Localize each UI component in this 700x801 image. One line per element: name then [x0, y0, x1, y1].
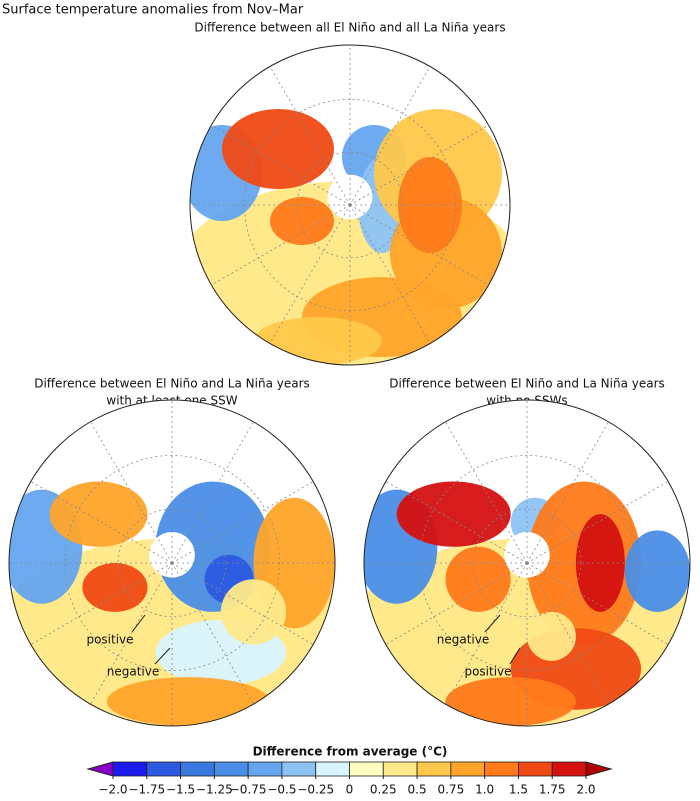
colorbar-segment — [484, 761, 519, 777]
colorbar-tick-label: 1.5 — [509, 783, 528, 797]
annotation-pointer — [509, 647, 521, 665]
anomaly-region — [106, 677, 270, 726]
anomaly-region — [445, 677, 576, 726]
latitude-line — [64, 455, 280, 671]
meridian — [385, 481, 528, 564]
annotation: negative — [107, 665, 159, 679]
colorbar-tick-label: −1.75 — [128, 783, 165, 797]
map — [190, 45, 510, 365]
meridian — [211, 124, 351, 206]
colorbar-tick-label: 1.0 — [475, 783, 494, 797]
anomaly-region — [220, 579, 287, 645]
meridian — [171, 481, 314, 564]
meridian — [445, 421, 528, 564]
meridian — [211, 204, 351, 286]
panel-title: Difference between El Niño and La Niña y… — [389, 377, 665, 391]
latitude-line — [419, 455, 635, 671]
meridian — [349, 124, 489, 206]
colorbar-tick-label: 0 — [346, 783, 354, 797]
meridian — [526, 481, 669, 564]
colorbar-segment — [450, 761, 486, 777]
annotation: positive — [86, 633, 133, 647]
annotation-pointer — [154, 647, 171, 665]
meridian — [526, 562, 609, 705]
anomaly-region — [222, 109, 334, 189]
anomaly-region — [575, 514, 625, 612]
colorbar-tick-label: 0.5 — [408, 783, 427, 797]
colorbar-segment — [349, 761, 384, 777]
map-border — [8, 399, 336, 727]
anomaly-region — [527, 611, 576, 661]
meridian — [171, 421, 254, 564]
colorbar-segment — [247, 761, 283, 777]
meridian — [269, 204, 351, 344]
meridian — [349, 204, 431, 344]
colorbar-segment — [551, 761, 587, 777]
colorbar-segment — [146, 761, 181, 777]
arctic — [504, 532, 550, 578]
arctic — [327, 174, 373, 220]
anomaly-region — [49, 481, 148, 547]
latitude-line — [117, 508, 227, 618]
anomaly-region — [270, 197, 334, 245]
meridian — [30, 562, 173, 645]
colorbar-tick-label: 0.25 — [370, 783, 397, 797]
colorbar-tick-label: −2.0 — [98, 783, 127, 797]
meridian — [171, 562, 314, 645]
annotation: positive — [464, 665, 511, 679]
colorbar-arrow — [86, 761, 114, 777]
meridian — [445, 562, 528, 705]
anomaly-region — [445, 546, 511, 612]
meridian — [349, 204, 489, 286]
annotation-pointer — [484, 614, 501, 633]
colorbar-tick-label: 1.75 — [539, 783, 566, 797]
colorbar-segment — [213, 761, 249, 777]
colorbar-tick-label: 0.75 — [437, 783, 464, 797]
meridian — [90, 421, 173, 564]
anomaly-region — [254, 317, 382, 365]
map-border — [189, 44, 511, 366]
map-border — [363, 399, 691, 727]
colorbar-segment — [315, 761, 350, 777]
panel-title: Difference between all El Niño and all L… — [194, 21, 505, 35]
panel-title: Difference between El Niño and La Niña y… — [34, 377, 310, 391]
colorbar-tick-label: −0.25 — [297, 783, 334, 797]
meridian — [349, 66, 431, 206]
colorbar-segment — [416, 761, 452, 777]
anomaly-region — [396, 481, 511, 547]
annotation: negative — [437, 633, 489, 647]
colorbar-arrow — [585, 761, 613, 777]
colorbar-segment — [382, 761, 418, 777]
colorbar-tick-label: −0.75 — [230, 783, 267, 797]
meridian — [526, 421, 609, 564]
colorbar-segment — [518, 761, 553, 777]
map — [9, 400, 335, 726]
colorbar-tick-label: −1.25 — [196, 783, 233, 797]
annotation-pointer — [131, 614, 146, 633]
anomaly-region — [624, 530, 690, 612]
meridian — [385, 562, 528, 645]
meridian — [90, 562, 173, 705]
colorbar-segment — [281, 761, 317, 777]
colorbar-segment — [112, 761, 148, 777]
anomaly-region — [82, 563, 148, 612]
meridian — [269, 66, 351, 206]
arctic — [149, 532, 195, 578]
meridian — [171, 562, 254, 705]
meridian — [526, 562, 669, 645]
latitude-line — [472, 508, 582, 618]
colorbar-tick-label: −1.5 — [166, 783, 195, 797]
colorbar-tick-label: 2.0 — [576, 783, 595, 797]
colorbar-tick-label: −0.5 — [267, 783, 296, 797]
map — [364, 400, 690, 726]
latitude-line — [296, 151, 404, 259]
colorbar-segment — [180, 761, 215, 777]
colorbar-label: Difference from average (°C) — [253, 745, 448, 759]
figure-title: Surface temperature anomalies from Nov–M… — [2, 3, 304, 18]
meridian — [30, 481, 173, 564]
